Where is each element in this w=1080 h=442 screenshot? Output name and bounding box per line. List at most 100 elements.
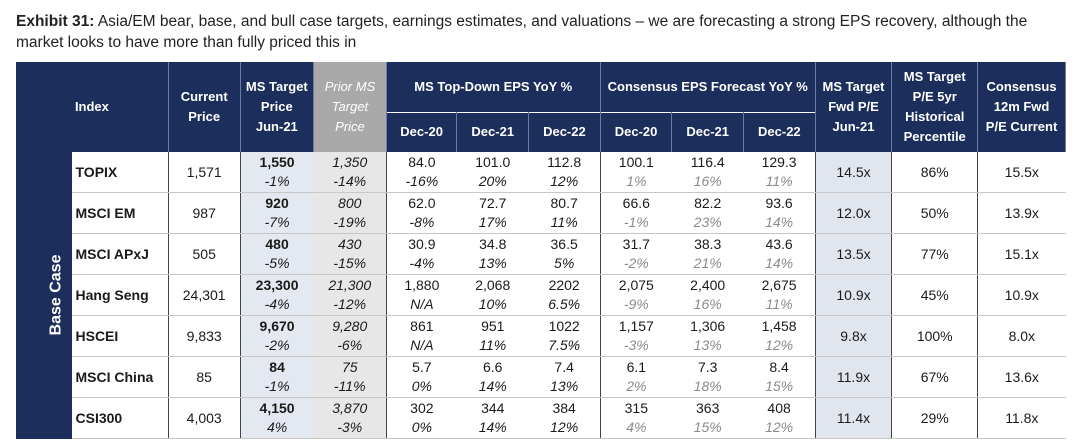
cell-value: 3,870 [332,400,368,416]
cell-value: 363 [696,400,720,416]
cell-value: 344 [481,400,505,416]
pe-percentile: 77% [891,233,979,275]
index-name: TOPIX [71,152,169,193]
cell-yoy-percent: 11% [550,214,578,230]
consensus-pe: 10.9x [977,274,1066,316]
topdown-eps-1: 6.6 14% [456,356,529,398]
table-row: MSCI China 85 84 -1% 75 -11% 5.7 0% 6.6 14% 7.4 13%… [16,356,1066,398]
consensus-pe: 13.6x [977,356,1066,398]
cell-yoy-percent: 15% [765,378,794,394]
cell-yoy-percent: 14% [765,214,794,230]
cell-yoy-percent: 7.5% [548,337,581,353]
table-row: MSCI EM 987 920 -7% 800 -19% 62.0 -8% 72.7 17% 80.… [16,192,1066,234]
cell-value: 9,670 [259,318,295,334]
consensus-eps-1: 116.4 16% [671,152,744,193]
cell-value: 101.0 [475,154,511,170]
topdown-eps-0: 1,880 N/A [386,274,457,316]
header-topdown-group: MS Top-Down EPS YoY % [386,62,601,112]
cell-yoy-percent: 17% [478,214,507,230]
cell-yoy-percent: -14% [333,173,367,189]
consensus-eps-2: 93.6 14% [743,192,816,234]
cell-value: 408 [767,400,791,416]
topdown-eps-2: 36.5 5% [528,233,601,275]
cell-value: 302 [410,400,434,416]
cell-yoy-percent: -8% [409,214,435,230]
current-price: 1,571 [168,152,241,193]
pe-percentile: 29% [891,397,979,439]
cell-yoy-percent: 10% [478,296,507,312]
current-price: 505 [168,233,241,275]
ms-fwd-pe: 11.4x [815,397,893,439]
consensus-eps-2: 408 12% [743,397,816,439]
pe-percentile: 45% [891,274,979,316]
cell-yoy-percent: -1% [264,173,290,189]
header-ms-fwd-pe: MS Target Fwd P/E Jun-21 [815,62,893,152]
header-index: Index [16,62,169,152]
consensus-eps-1: 363 15% [671,397,744,439]
cell-yoy-percent: -3% [337,419,363,435]
topdown-eps-1: 344 14% [456,397,529,439]
prior-ms-target: 800 -19% [313,192,387,234]
consensus-eps-0: 6.1 2% [600,356,672,398]
consensus-eps-2: 1,458 12% [743,315,816,357]
prior-ms-target: 9,280 -6% [313,315,387,357]
ms-fwd-pe: 13.5x [815,233,893,275]
cell-value: 1,550 [259,154,295,170]
cell-value: 8.4 [769,359,789,375]
consensus-pe: 15.5x [977,152,1066,193]
cell-yoy-percent: -2% [623,255,649,271]
side-label-base-case: Base Case [16,152,72,439]
cell-value: 9,280 [332,318,368,334]
ms-target-price: 480 -5% [240,233,314,275]
cell-yoy-percent: N/A [410,337,434,353]
cell-yoy-percent: 0% [411,378,432,394]
cell-yoy-percent: -1% [623,214,649,230]
table-row: HSCEI 9,833 9,670 -2% 9,280 -6% 861 N/A 951 11% 10… [16,315,1066,357]
topdown-eps-0: 62.0 -8% [386,192,457,234]
header-consensus-pe: Consensus 12m Fwd P/E Current [977,62,1066,152]
consensus-eps-1: 82.2 23% [671,192,744,234]
cell-yoy-percent: 23% [693,214,722,230]
cell-value: 30.9 [408,236,436,252]
cell-yoy-percent: 15% [693,419,722,435]
cell-yoy-percent: N/A [410,296,434,312]
cell-yoy-percent: 0% [411,419,432,435]
cell-value: 1,350 [332,154,368,170]
ms-target-price: 23,300 -4% [240,274,314,316]
cell-yoy-percent: 6.5% [548,296,581,312]
index-name: HSCEI [71,315,169,357]
cell-yoy-percent: -12% [333,296,367,312]
ms-fwd-pe: 10.9x [815,274,893,316]
consensus-pe: 8.0x [977,315,1066,357]
consensus-eps-0: 315 4% [600,397,672,439]
ms-target-price: 1,550 -1% [240,152,314,193]
table-row: CSI300 4,003 4,150 4% 3,870 -3% 302 0% 344 14% 384… [16,397,1066,439]
cell-value: 34.8 [479,236,507,252]
cell-yoy-percent: 5% [554,255,575,271]
prior-ms-target: 430 -15% [313,233,387,275]
consensus-pe: 13.9x [977,192,1066,234]
cell-yoy-percent: 13% [693,337,722,353]
cell-value: 38.3 [694,236,722,252]
index-name: MSCI China [71,356,169,398]
pe-percentile: 86% [891,152,979,193]
cell-yoy-percent: 12% [550,173,579,189]
consensus-eps-0: 100.1 1% [600,152,672,193]
topdown-eps-0: 84.0 -16% [386,152,457,193]
cell-value: 7.3 [697,359,718,375]
cell-value: 5.7 [412,359,432,375]
cell-value: 66.6 [622,195,650,211]
cell-value: 82.2 [694,195,722,211]
ms-fwd-pe: 14.5x [815,152,893,193]
topdown-eps-1: 34.8 13% [456,233,529,275]
index-name: MSCI APxJ [71,233,169,275]
cell-value: 100.1 [618,154,654,170]
cell-yoy-percent: -4% [409,255,435,271]
header-prior-ms-target: Prior MS Target Price [313,62,387,152]
current-price: 85 [168,356,241,398]
cell-yoy-percent: 4% [626,419,647,435]
cell-value: 2202 [548,277,580,293]
consensus-eps-2: 8.4 15% [743,356,816,398]
cell-value: 6.6 [483,359,503,375]
header-ms-target: MS Target Price Jun-21 [240,62,315,152]
